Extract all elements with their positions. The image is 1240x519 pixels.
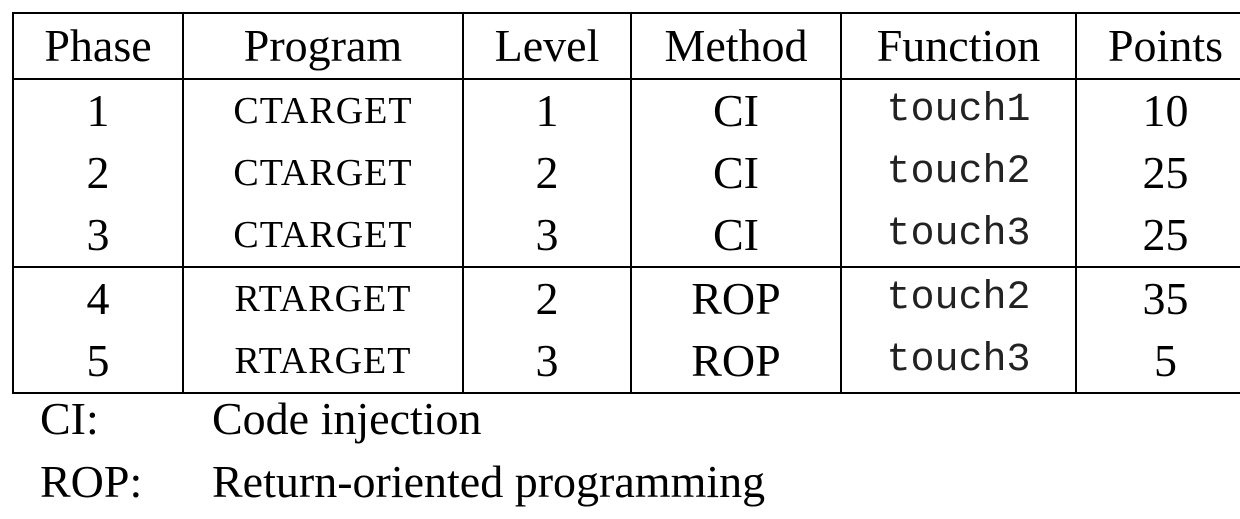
cell-level: 2 xyxy=(462,267,632,330)
header-method: Method xyxy=(630,13,842,80)
legend-meaning: Code injection xyxy=(212,393,482,444)
cell-function: touch1 xyxy=(840,79,1077,142)
cell-phase: 2 xyxy=(12,142,184,204)
table-row: 5 RTARGET 3 ROP touch3 5 xyxy=(12,330,1240,393)
table-row: 4 RTARGET 2 ROP touch2 35 xyxy=(12,267,1240,330)
header-points: Points xyxy=(1075,13,1240,80)
cell-function: touch2 xyxy=(840,267,1077,330)
legend-abbr: CI: xyxy=(40,393,99,444)
cell-phase: 4 xyxy=(12,267,184,330)
table-header-row: Phase Program Level Method Function Poin… xyxy=(12,13,1240,80)
phases-table: Phase Program Level Method Function Poin… xyxy=(12,12,1240,394)
table-row: 1 CTARGET 1 CI touch1 10 xyxy=(12,79,1240,142)
header-phase: Phase xyxy=(12,13,184,80)
cell-function: touch3 xyxy=(840,330,1077,393)
cell-method: CI xyxy=(630,79,842,142)
header-function: Function xyxy=(840,13,1077,80)
legend-item-rop: ROP: Return-oriented programming xyxy=(40,454,765,510)
cell-points: 35 xyxy=(1075,267,1240,330)
cell-points: 25 xyxy=(1075,204,1240,268)
cell-function: touch2 xyxy=(840,142,1077,204)
cell-method: CI xyxy=(630,204,842,268)
header-program: Program xyxy=(182,13,464,80)
cell-method: CI xyxy=(630,142,842,204)
cell-program: RTARGET xyxy=(182,330,464,393)
cell-points: 5 xyxy=(1075,330,1240,393)
cell-points: 10 xyxy=(1075,79,1240,142)
cell-program: RTARGET xyxy=(182,267,464,330)
table-row: 2 CTARGET 2 CI touch2 25 xyxy=(12,142,1240,204)
legend-abbr: ROP: xyxy=(40,456,143,507)
cell-program: CTARGET xyxy=(182,142,464,204)
cell-phase: 1 xyxy=(12,79,184,142)
cell-method: ROP xyxy=(630,267,842,330)
cell-level: 2 xyxy=(462,142,632,204)
legend-item-ci: CI: Code injection xyxy=(40,391,482,447)
header-level: Level xyxy=(462,13,632,80)
cell-function: touch3 xyxy=(840,204,1077,268)
cell-program: CTARGET xyxy=(182,79,464,142)
cell-level: 1 xyxy=(462,79,632,142)
table-row: 3 CTARGET 3 CI touch3 25 xyxy=(12,204,1240,268)
cell-program: CTARGET xyxy=(182,204,464,268)
cell-points: 25 xyxy=(1075,142,1240,204)
cell-level: 3 xyxy=(462,330,632,393)
cell-method: ROP xyxy=(630,330,842,393)
legend-meaning: Return-oriented programming xyxy=(212,456,766,507)
cell-phase: 5 xyxy=(12,330,184,393)
cell-level: 3 xyxy=(462,204,632,268)
cell-phase: 3 xyxy=(12,204,184,268)
